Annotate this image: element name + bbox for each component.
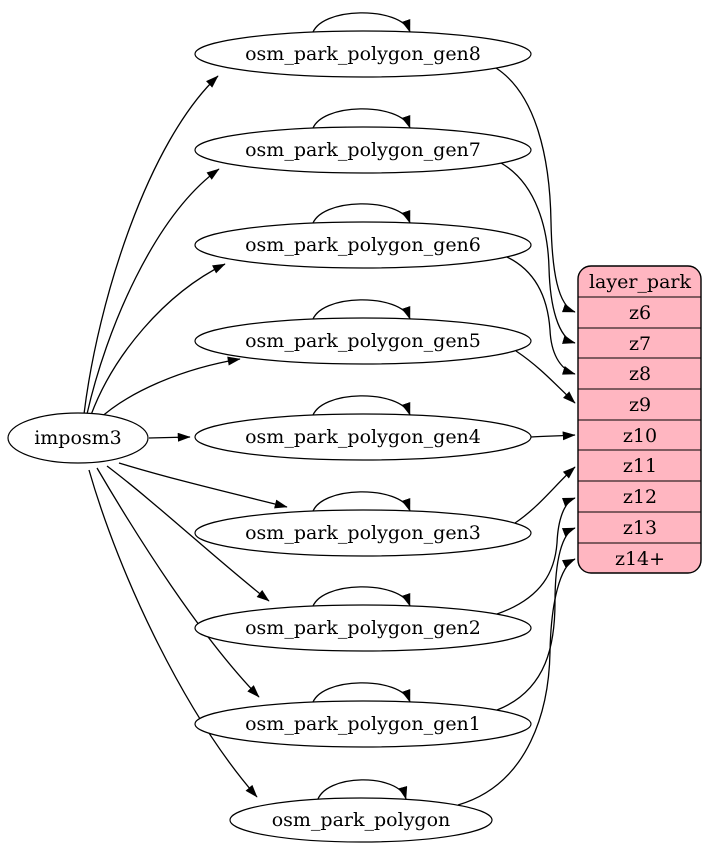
edge-gen4-z10 — [530, 431, 576, 441]
self-loop-gen1 — [311, 682, 411, 706]
edge-imposm3-gen3 — [118, 462, 288, 509]
edge-polygon-z14plus — [457, 558, 576, 806]
edge-gen8-z6 — [495, 67, 576, 313]
node-osm-park-polygon-gen5: osm_park_polygon_gen5 — [194, 317, 532, 365]
gen4-label: osm_park_polygon_gen4 — [245, 426, 481, 448]
layer-row-z9: z9 — [629, 394, 651, 416]
gen5-ellipse — [194, 317, 532, 365]
layer-row-z12: z12 — [623, 486, 657, 508]
gen3-label: osm_park_polygon_gen3 — [245, 522, 481, 544]
self-loop-gen2 — [311, 586, 411, 610]
layer-row-z10: z10 — [623, 425, 657, 447]
gen3-ellipse — [194, 509, 532, 557]
imposm3-label: imposm3 — [34, 427, 122, 449]
gen6-ellipse — [194, 221, 532, 269]
self-loop-gen5 — [311, 299, 411, 323]
edge-imposm3-gen4 — [148, 432, 191, 442]
edges-from-imposm3 — [83, 75, 288, 798]
node-osm-park-polygon-gen4: osm_park_polygon_gen4 — [194, 413, 532, 461]
layer-row-z8: z8 — [629, 363, 651, 385]
gen1-ellipse — [194, 700, 532, 748]
node-osm-park-polygon-gen3: osm_park_polygon_gen3 — [194, 509, 532, 557]
edge-gen3-z11 — [514, 466, 576, 524]
self-loop-polygon — [316, 779, 408, 803]
gen1-label: osm_park_polygon_gen1 — [245, 713, 481, 735]
edge-imposm3-gen2 — [106, 465, 270, 602]
layer-row-z11: z11 — [623, 455, 657, 477]
node-osm-park-polygon-gen2: osm_park_polygon_gen2 — [194, 604, 532, 652]
node-osm-park-polygon-gen7: osm_park_polygon_gen7 — [194, 126, 532, 174]
node-osm-park-polygon: osm_park_polygon — [229, 797, 493, 843]
edge-imposm3-gen1 — [96, 467, 260, 698]
layer-park-title: layer_park — [589, 271, 692, 293]
gen7-label: osm_park_polygon_gen7 — [245, 139, 481, 161]
layer-row-z7: z7 — [629, 333, 651, 355]
gen8-label: osm_park_polygon_gen8 — [245, 43, 481, 65]
node-layer-park: layer_park z6 z7 z8 z9 z10 z11 z12 z13 z… — [577, 265, 702, 574]
edge-gen5-z9 — [515, 350, 576, 404]
gen2-ellipse — [194, 604, 532, 652]
node-osm-park-polygon-gen1: osm_park_polygon_gen1 — [194, 700, 532, 748]
edge-gen7-z7 — [500, 162, 576, 344]
self-loop-gen4 — [311, 395, 411, 419]
layer-row-z13: z13 — [623, 517, 657, 539]
edge-imposm3-gen6 — [90, 263, 226, 416]
edge-imposm3-polygon — [88, 469, 258, 798]
edge-gen2-z12 — [496, 497, 576, 615]
layer-row-z6: z6 — [629, 302, 651, 324]
node-osm-park-polygon-gen8: osm_park_polygon_gen8 — [194, 30, 532, 78]
gen8-ellipse — [194, 30, 532, 78]
edge-gen6-z8 — [506, 256, 576, 375]
edges-to-layer-park — [457, 67, 576, 806]
node-imposm3: imposm3 — [7, 412, 149, 464]
edge-imposm3-gen8 — [83, 75, 219, 415]
edge-imposm3-gen7 — [86, 168, 220, 415]
edge-imposm3-gen5 — [97, 356, 241, 421]
polygon-ellipse — [229, 797, 493, 843]
self-loop-gen3 — [311, 491, 411, 515]
self-loop-edges — [311, 12, 411, 803]
gen5-label: osm_park_polygon_gen5 — [245, 330, 481, 352]
gen6-label: osm_park_polygon_gen6 — [245, 234, 481, 256]
gen2-label: osm_park_polygon_gen2 — [245, 617, 481, 639]
polygon-label: osm_park_polygon — [272, 809, 451, 831]
gen7-ellipse — [194, 126, 532, 174]
self-loop-gen7 — [311, 108, 411, 132]
imposm3-ellipse — [7, 412, 149, 464]
node-osm-park-polygon-gen6: osm_park_polygon_gen6 — [194, 221, 532, 269]
self-loop-gen6 — [311, 203, 411, 227]
gen4-ellipse — [194, 413, 532, 461]
layer-row-z14plus: z14+ — [615, 548, 665, 570]
self-loop-gen8 — [311, 12, 411, 36]
